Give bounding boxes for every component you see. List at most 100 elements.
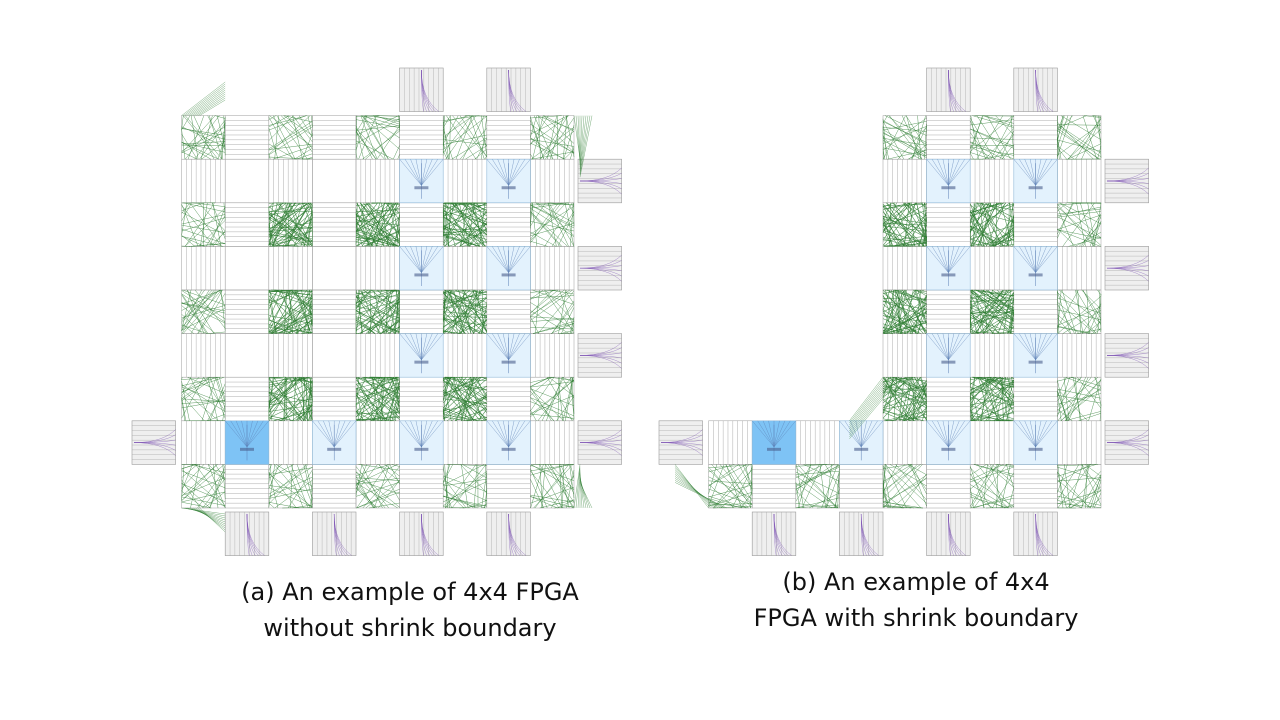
switch-wire — [1081, 303, 1102, 334]
switch-wire — [1058, 289, 1102, 324]
io-route — [860, 513, 879, 556]
switch-wire — [900, 289, 927, 333]
switch-wire — [268, 404, 313, 412]
switch-wire — [181, 491, 226, 503]
switch-wire — [195, 464, 226, 507]
switch-wire — [442, 466, 451, 509]
clb-pin-wire — [773, 420, 791, 448]
switch-wire — [731, 467, 753, 509]
switch-wire — [181, 202, 191, 214]
switch-wire — [1060, 115, 1102, 140]
switch-wire — [268, 115, 294, 141]
switch-wire — [355, 223, 363, 247]
grid-tile — [312, 289, 357, 334]
fpga-panel-b — [658, 67, 1149, 556]
switch-wire — [1085, 321, 1102, 334]
switch-wire — [1057, 309, 1102, 320]
clb-pin-wire — [1013, 420, 1036, 448]
switch-wire — [443, 202, 468, 209]
switch-wire — [713, 464, 750, 509]
switch-wire — [1060, 387, 1102, 421]
switch-wire — [882, 238, 911, 247]
switch-wire — [470, 202, 485, 247]
clb-pin-wire — [861, 420, 878, 448]
switch-wire — [882, 147, 927, 157]
switch-wire — [553, 505, 575, 509]
switch-wire — [219, 377, 226, 401]
switch-wire — [1057, 303, 1075, 334]
switch-wire — [1083, 115, 1102, 118]
switch-wire — [268, 227, 313, 232]
switch-wire — [530, 202, 562, 244]
corner-wire — [577, 115, 581, 164]
switch-wire — [1004, 504, 1014, 509]
switch-wire — [181, 483, 226, 502]
switch-wire — [970, 473, 991, 509]
switch-wire — [376, 377, 397, 421]
switch-wire — [708, 498, 742, 509]
switch-wire — [1010, 311, 1015, 334]
switch-wire — [296, 389, 313, 421]
grid-tile — [882, 246, 927, 291]
switch-wire — [882, 230, 927, 244]
switch-wire — [191, 115, 199, 160]
switch-wire — [283, 296, 313, 334]
switch-wire — [209, 383, 226, 421]
switch-wire — [882, 315, 927, 332]
switch-wire — [223, 115, 226, 156]
switch-wire — [969, 384, 980, 421]
switch-wire — [181, 482, 211, 509]
switch-wire — [530, 479, 544, 509]
switch-wire — [478, 319, 488, 334]
switch-wire — [1057, 147, 1067, 160]
switch-wire — [970, 204, 1014, 231]
clb-pin-wire — [948, 246, 960, 273]
clb-pin-wire — [1035, 159, 1053, 186]
clb-pin-wire — [1035, 420, 1042, 447]
switch-wire — [362, 466, 400, 509]
switch-wire — [920, 377, 927, 398]
clb-pin-wire — [948, 246, 971, 273]
switch-wire — [1057, 388, 1088, 421]
switch-wire — [207, 464, 226, 509]
switch-wire — [268, 502, 300, 509]
grid-tile — [1013, 115, 1058, 160]
grid-tile — [486, 464, 531, 509]
switch-wire — [455, 115, 473, 160]
clb-pin-wire — [421, 246, 433, 273]
io-block — [577, 158, 622, 204]
switch-wire — [442, 202, 449, 236]
routing-frame — [708, 115, 1102, 509]
switch-wire — [1057, 229, 1101, 247]
switch-wire — [795, 464, 824, 479]
grid-tile — [399, 464, 444, 509]
clb-pin-wire — [861, 420, 873, 448]
switch-wire — [530, 289, 559, 314]
switch-wire — [1057, 115, 1065, 140]
switch-wire — [462, 115, 485, 160]
clb-pin-wire — [508, 420, 515, 447]
switch-wire — [458, 289, 472, 334]
switch-wire — [181, 294, 207, 334]
switch-wire — [970, 478, 1014, 507]
switch-wire — [971, 412, 1014, 422]
switch-wire — [1057, 495, 1102, 506]
clb-pin-wire — [1035, 333, 1042, 360]
switch-wire — [183, 202, 226, 213]
switch-wire — [268, 376, 304, 406]
switch-wire — [268, 292, 313, 308]
switch-wire — [914, 289, 927, 326]
switch-wire — [970, 496, 1009, 509]
grid-tile — [399, 202, 444, 247]
switch-wire — [559, 289, 575, 329]
switch-wire — [914, 289, 922, 334]
switch-wire — [473, 464, 478, 509]
clb-pin-wire — [399, 420, 422, 448]
switch-wire — [215, 377, 226, 410]
switch-wire — [358, 464, 400, 471]
switch-wire — [888, 115, 927, 156]
clb-pin-wire — [1035, 246, 1042, 273]
switch-wire — [442, 289, 450, 308]
switch-wire — [530, 202, 559, 240]
